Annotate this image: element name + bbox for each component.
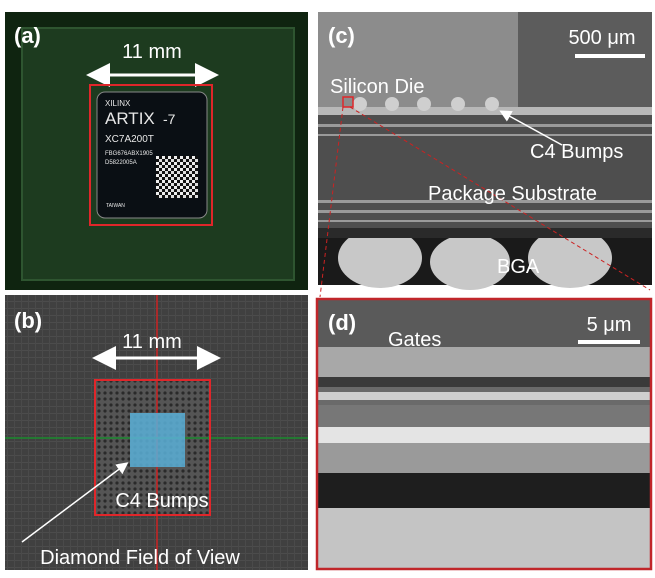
figure: 11 mm XILINX ARTIX -7 XC7A200T FBG676ABX…: [0, 0, 655, 573]
page: 11 mm XILINX ARTIX -7 XC7A200T FBG676ABX…: [0, 0, 655, 573]
panel-label: (c): [328, 23, 355, 48]
annotation: C4 Bumps: [115, 490, 208, 512]
chip-series: -7: [163, 111, 176, 127]
panel-d: 5 μm Gates (d): [317, 299, 651, 569]
chip-family: ARTIX: [105, 109, 155, 128]
scale-label: 11 mm: [122, 331, 182, 353]
chip-code: D5822005A: [105, 160, 137, 166]
annotation: Gates: [388, 329, 441, 351]
annotation: C4 Bumps: [530, 141, 623, 163]
chip-lot: FBG676ABX1905: [105, 151, 153, 157]
panel-label: (d): [328, 310, 356, 335]
scale-label: 5 μm: [587, 314, 632, 336]
panel-c: 500 μm Silicon Die C4 Bumps Package Subs…: [318, 12, 652, 297]
scale-label: 500 μm: [568, 27, 635, 49]
chip-origin: TAIWAN: [106, 203, 125, 209]
chip-brand: XILINX: [105, 99, 131, 108]
annotation: BGA: [497, 256, 540, 278]
panel-label: (a): [14, 23, 41, 48]
annotation: Diamond Field of View: [40, 547, 240, 569]
panel-label: (b): [14, 308, 42, 333]
chip-part: XC7A200T: [105, 134, 154, 145]
annotation: Silicon Die: [330, 76, 424, 98]
annotation: Package Substrate: [428, 183, 597, 205]
panel-a: 11 mm XILINX ARTIX -7 XC7A200T FBG676ABX…: [5, 12, 308, 290]
panel-b: 11 mm C4 Bumps Diamond Field of View (b): [5, 295, 308, 570]
scale-label: 11 mm: [122, 41, 182, 63]
